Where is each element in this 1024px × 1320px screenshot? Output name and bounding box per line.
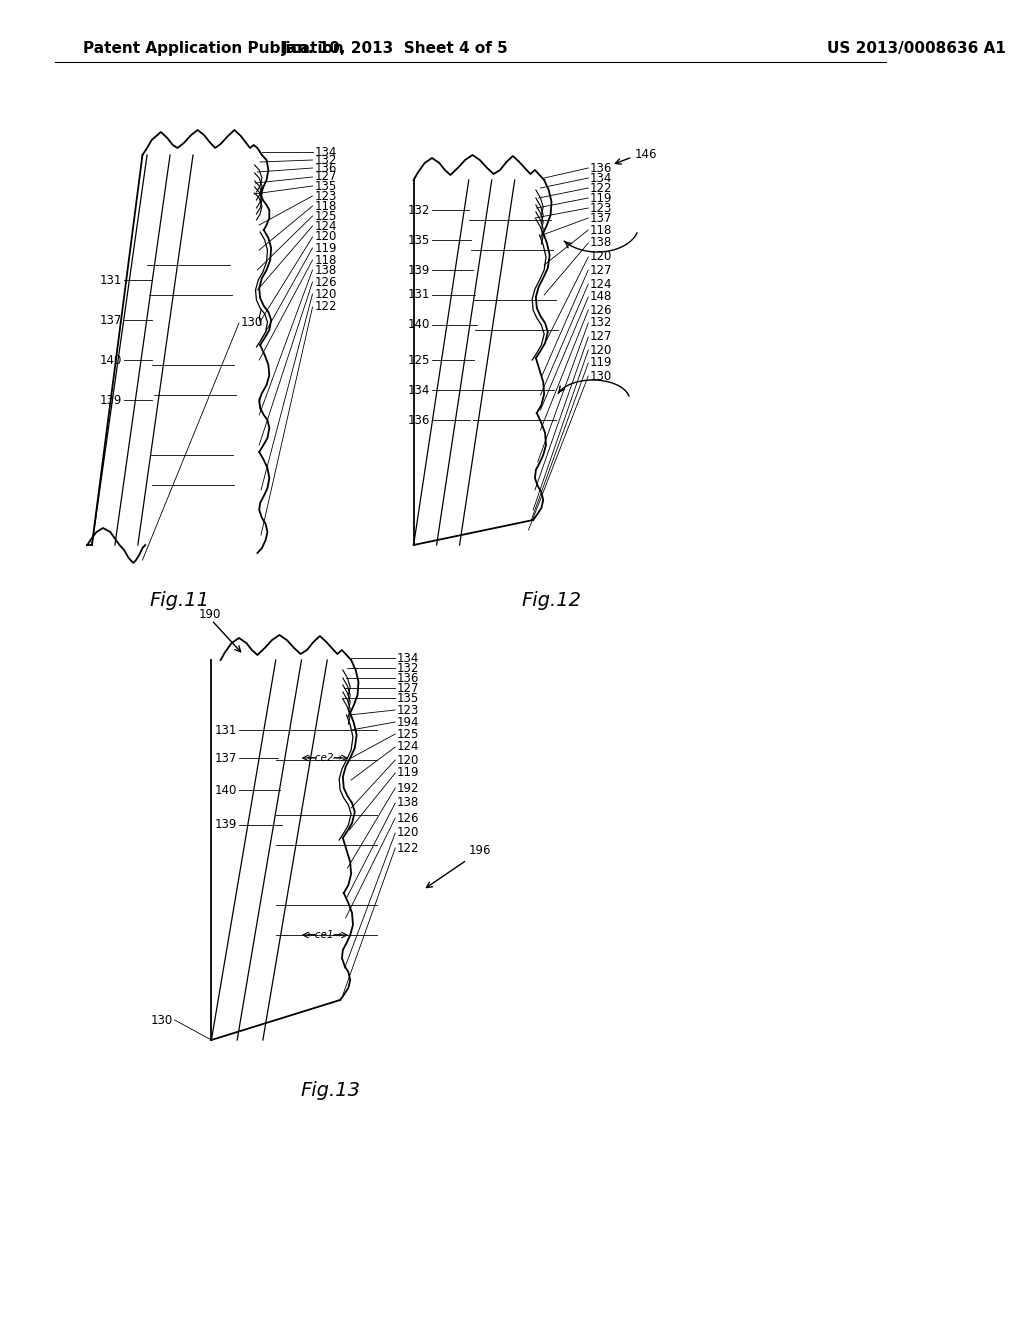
Text: 139: 139 <box>215 818 238 832</box>
Text: 140: 140 <box>215 784 238 796</box>
Text: 123: 123 <box>314 190 337 202</box>
Text: 134: 134 <box>408 384 430 396</box>
Text: 120: 120 <box>590 343 612 356</box>
Text: 130: 130 <box>590 370 612 383</box>
Text: 134: 134 <box>590 172 612 185</box>
Text: 125: 125 <box>397 727 420 741</box>
Text: 120: 120 <box>397 754 420 767</box>
Text: 139: 139 <box>408 264 430 276</box>
Text: 132: 132 <box>314 153 337 166</box>
Text: 134: 134 <box>397 652 420 664</box>
Text: Patent Application Publication: Patent Application Publication <box>83 41 343 55</box>
Text: 194: 194 <box>397 715 420 729</box>
Text: 131: 131 <box>215 723 238 737</box>
Text: 124: 124 <box>314 219 337 232</box>
Text: 124: 124 <box>397 741 420 754</box>
Text: 123: 123 <box>590 202 612 214</box>
Text: 138: 138 <box>397 796 420 809</box>
Text: ←ce1→: ←ce1→ <box>306 931 343 940</box>
Text: 132: 132 <box>408 203 430 216</box>
Text: 146: 146 <box>634 149 656 161</box>
Text: 138: 138 <box>590 236 612 249</box>
Text: 131: 131 <box>100 273 122 286</box>
Text: 126: 126 <box>590 304 612 317</box>
Text: 136: 136 <box>408 413 430 426</box>
Text: 125: 125 <box>408 354 430 367</box>
Text: 140: 140 <box>408 318 430 331</box>
Text: 120: 120 <box>314 231 337 243</box>
Text: 137: 137 <box>215 751 238 764</box>
Text: 119: 119 <box>590 356 612 370</box>
Text: 135: 135 <box>314 180 337 193</box>
Text: 148: 148 <box>590 290 612 304</box>
Text: 127: 127 <box>397 681 420 694</box>
Text: 123: 123 <box>397 704 420 717</box>
Text: 126: 126 <box>314 276 337 289</box>
Text: 136: 136 <box>314 161 337 174</box>
Text: 120: 120 <box>314 288 337 301</box>
Text: 124: 124 <box>590 277 612 290</box>
Text: 119: 119 <box>590 191 612 205</box>
Text: 132: 132 <box>397 661 420 675</box>
Text: 122: 122 <box>397 842 420 854</box>
Text: 131: 131 <box>408 289 430 301</box>
Text: 127: 127 <box>590 264 612 276</box>
Text: Fig.13: Fig.13 <box>301 1081 360 1100</box>
Text: 134: 134 <box>314 145 337 158</box>
Text: 119: 119 <box>397 767 420 780</box>
Text: Fig.12: Fig.12 <box>521 590 582 610</box>
Text: 118: 118 <box>590 223 612 236</box>
Text: US 2013/0008636 A1: US 2013/0008636 A1 <box>827 41 1007 55</box>
Text: Fig.11: Fig.11 <box>150 590 209 610</box>
Text: Jan. 10, 2013  Sheet 4 of 5: Jan. 10, 2013 Sheet 4 of 5 <box>282 41 509 55</box>
Text: 119: 119 <box>314 242 337 255</box>
Text: 120: 120 <box>590 251 612 264</box>
Text: 127: 127 <box>590 330 612 343</box>
Text: 118: 118 <box>314 253 337 267</box>
Text: 140: 140 <box>100 354 122 367</box>
Text: 196: 196 <box>469 843 492 857</box>
Text: ←ce2→: ←ce2→ <box>306 752 343 763</box>
Text: 130: 130 <box>241 317 263 330</box>
Text: 136: 136 <box>397 672 420 685</box>
Text: 130: 130 <box>151 1014 173 1027</box>
Text: 126: 126 <box>397 812 420 825</box>
Text: 135: 135 <box>397 692 420 705</box>
Text: 138: 138 <box>314 264 337 276</box>
Text: 125: 125 <box>314 210 337 223</box>
Text: 120: 120 <box>397 826 420 840</box>
Text: 122: 122 <box>590 181 612 194</box>
Text: 192: 192 <box>397 781 420 795</box>
Text: 136: 136 <box>590 161 612 174</box>
Text: 139: 139 <box>100 393 122 407</box>
Text: 132: 132 <box>590 317 612 330</box>
Text: 127: 127 <box>314 170 337 183</box>
Text: 137: 137 <box>590 211 612 224</box>
Text: 137: 137 <box>100 314 122 326</box>
Text: 118: 118 <box>314 199 337 213</box>
Text: 122: 122 <box>314 301 337 314</box>
Text: 135: 135 <box>408 234 430 247</box>
Text: 190: 190 <box>199 609 221 622</box>
